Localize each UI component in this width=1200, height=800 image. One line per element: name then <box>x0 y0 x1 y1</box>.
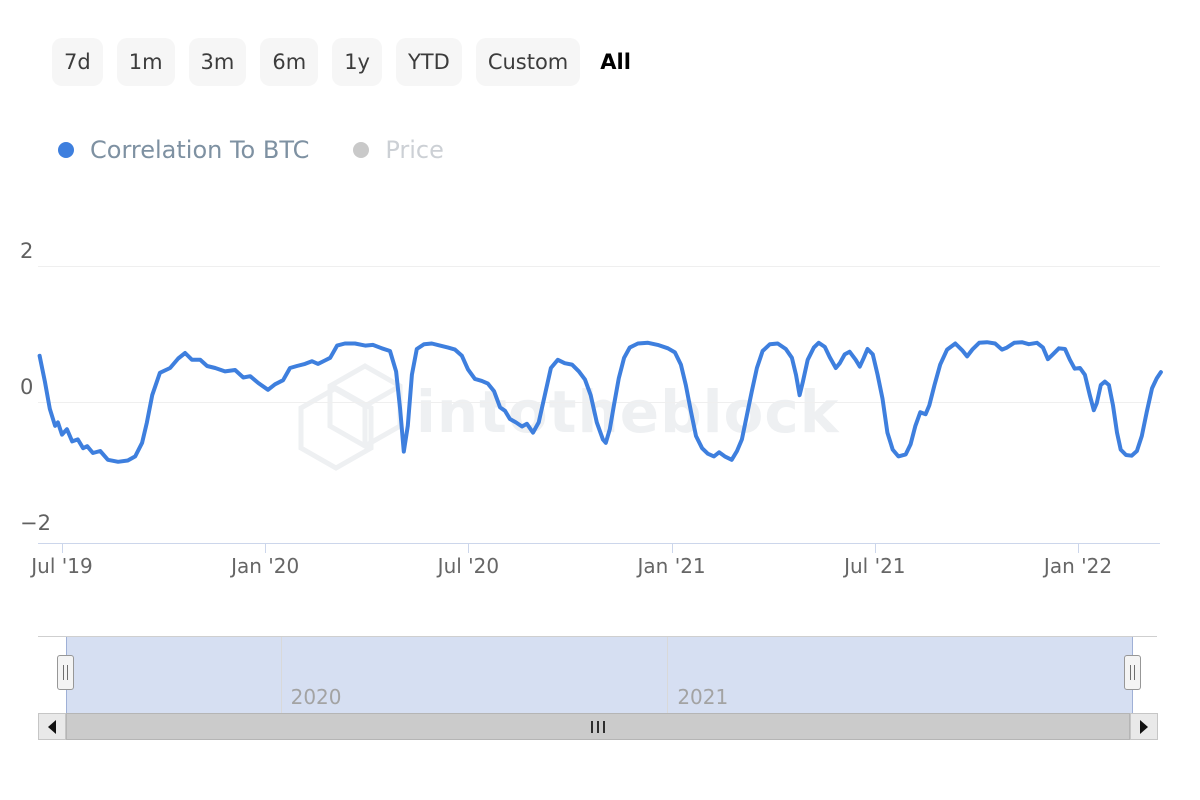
legend-marker-blue-circle-icon <box>58 142 74 158</box>
scrollbar-track[interactable] <box>66 713 1130 740</box>
grip-line-icon <box>1134 665 1135 680</box>
x-axis-label: Jul '20 <box>437 554 500 578</box>
y-gridline <box>38 266 1160 267</box>
range-button-6m[interactable]: 6m <box>260 38 319 86</box>
range-button-1m[interactable]: 1m <box>116 38 175 86</box>
scroll-left-button[interactable] <box>38 713 66 740</box>
y-axis-label: 2 <box>20 239 34 263</box>
range-button-ytd[interactable]: YTD <box>395 38 462 86</box>
legend-item-correlation-to-btc[interactable]: Correlation To BTC <box>58 136 309 164</box>
grip-line-icon <box>67 665 68 680</box>
x-axis-tick <box>265 544 267 553</box>
intotheblock-logo-icon <box>298 363 403 471</box>
x-axis-label: Jan '20 <box>231 554 300 578</box>
x-axis-label: Jul '19 <box>31 554 93 578</box>
rifle-bar-icon <box>591 720 593 733</box>
navigator-gridline <box>280 637 282 713</box>
x-axis-tick <box>874 544 876 553</box>
range-button-custom[interactable]: Custom <box>475 38 581 86</box>
y-axis-label: 0 <box>20 375 34 399</box>
range-button-all[interactable]: All <box>600 50 631 74</box>
grip-line-icon <box>1130 665 1131 680</box>
legend-item-price[interactable]: Price <box>353 136 444 164</box>
navigator-gridline <box>667 637 669 713</box>
intotheblock-watermark: intotheblock <box>296 362 936 472</box>
grip-line-icon <box>63 665 64 680</box>
horizontal-scrollbar <box>38 713 1158 740</box>
legend-marker-gray-circle-icon <box>353 142 370 158</box>
range-button-7d[interactable]: 7d <box>52 38 103 86</box>
rifle-bar-icon <box>597 720 599 733</box>
x-axis-tick <box>468 544 470 553</box>
scrollbar-thumb[interactable] <box>66 713 1130 740</box>
rifle-bar-icon <box>603 720 605 733</box>
scroll-right-button[interactable] <box>1130 713 1158 740</box>
x-axis-tick <box>62 544 63 553</box>
range-button-1y[interactable]: 1y <box>332 38 382 86</box>
navigator-left-handle[interactable] <box>57 655 74 690</box>
navigator-year-label: 2020 <box>290 685 342 709</box>
x-axis-tick <box>671 544 673 553</box>
navigator-year-label: 2021 <box>677 685 729 709</box>
range-button-3m[interactable]: 3m <box>188 38 247 86</box>
left-arrow-icon <box>48 719 56 734</box>
x-axis-label: Jul '21 <box>844 554 906 578</box>
x-axis-tick <box>1078 544 1079 553</box>
navigator[interactable]: 2020 2021 <box>38 636 1157 714</box>
y-gridline <box>38 402 1160 403</box>
x-axis-label: Jan '22 <box>1043 554 1113 578</box>
legend-label-price: Price <box>385 136 444 164</box>
navigator-right-handle[interactable] <box>1124 655 1141 690</box>
navigator-selected-range[interactable] <box>66 637 1133 713</box>
x-axis-label: Jan '21 <box>637 554 706 578</box>
chart-legend: Correlation To BTC Price <box>58 136 444 164</box>
range-selector-toolbar: 7d 1m 3m 6m 1y YTD Custom All <box>52 38 637 86</box>
right-arrow-icon <box>1140 719 1148 734</box>
y-axis-label: −2 <box>20 511 51 535</box>
x-axis-line <box>38 543 1160 544</box>
legend-label-correlation: Correlation To BTC <box>90 136 310 164</box>
watermark-text: intotheblock <box>416 378 840 446</box>
